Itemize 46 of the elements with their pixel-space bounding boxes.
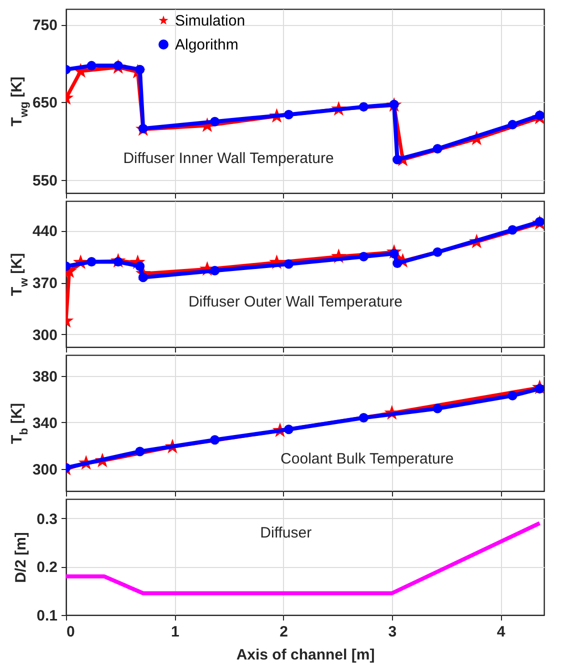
y-tick-label: 750 <box>32 17 58 34</box>
point <box>210 435 220 445</box>
y-tick-label: 0.2 <box>36 559 58 576</box>
point <box>392 154 402 164</box>
legend-label: Algorithm <box>175 36 238 54</box>
point <box>508 390 518 400</box>
point <box>358 413 368 423</box>
point <box>358 252 368 262</box>
y-tick-label: 300 <box>32 326 58 344</box>
annotation: Coolant Bulk Temperature <box>280 450 454 468</box>
x-tick-label: 1 <box>170 624 180 640</box>
y-tick-label: 370 <box>32 275 58 292</box>
point <box>432 404 442 414</box>
annotation: Diffuser Outer Wall Temperature <box>188 294 402 311</box>
point <box>86 60 96 70</box>
point <box>508 120 518 130</box>
x-axis-title: Axis of channel [m] <box>236 646 375 664</box>
y-tick-label: 380 <box>32 368 58 386</box>
y-tick-label: 440 <box>32 223 58 240</box>
point <box>284 259 294 269</box>
x-tick-label: 4 <box>496 624 506 640</box>
point <box>432 144 442 154</box>
point <box>86 257 96 267</box>
y-tick-label: 340 <box>32 414 58 432</box>
y-tick-label: 650 <box>32 94 58 112</box>
y-tick-label: 300 <box>32 461 58 478</box>
point <box>138 124 148 134</box>
y-tick-label: 0.3 <box>36 510 58 528</box>
x-tick-label: 2 <box>280 624 288 640</box>
point <box>210 266 220 276</box>
y-tick-label: 550 <box>32 172 58 190</box>
annotation: Diffuser Inner Wall Temperature <box>123 150 334 168</box>
y-tick-label: 0.1 <box>36 608 58 624</box>
x-tick-label: 0 <box>66 624 75 640</box>
annotation: Diffuser <box>260 524 312 542</box>
point <box>508 225 518 235</box>
point <box>210 116 220 126</box>
point <box>432 247 442 257</box>
legend-label: Simulation <box>175 12 246 30</box>
y-axis-title: D/2 [m] <box>12 532 30 583</box>
point <box>284 110 294 120</box>
point <box>284 424 294 434</box>
x-tick-label: 3 <box>388 624 397 640</box>
point <box>135 446 145 456</box>
point <box>358 102 368 112</box>
point <box>392 258 402 268</box>
